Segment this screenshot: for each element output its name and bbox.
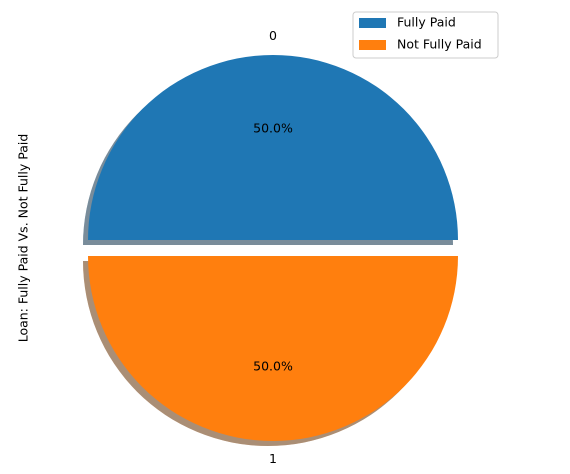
legend-box <box>352 11 499 59</box>
wedge-label: 1 <box>269 451 277 466</box>
value-label: 50.0% <box>253 121 293 136</box>
wedge <box>88 256 458 441</box>
legend-label: Not Fully Paid <box>397 37 482 52</box>
value-label: 50.0% <box>253 359 293 374</box>
legend-label: Fully Paid <box>397 15 456 30</box>
y-axis-label: Loan: Fully Paid Vs. Not Fully Paid <box>16 134 31 343</box>
wedges <box>88 55 458 441</box>
legend-swatch <box>359 18 386 28</box>
legend-swatch <box>359 40 386 50</box>
wedge-label: 0 <box>269 28 277 43</box>
wedge <box>88 55 458 240</box>
